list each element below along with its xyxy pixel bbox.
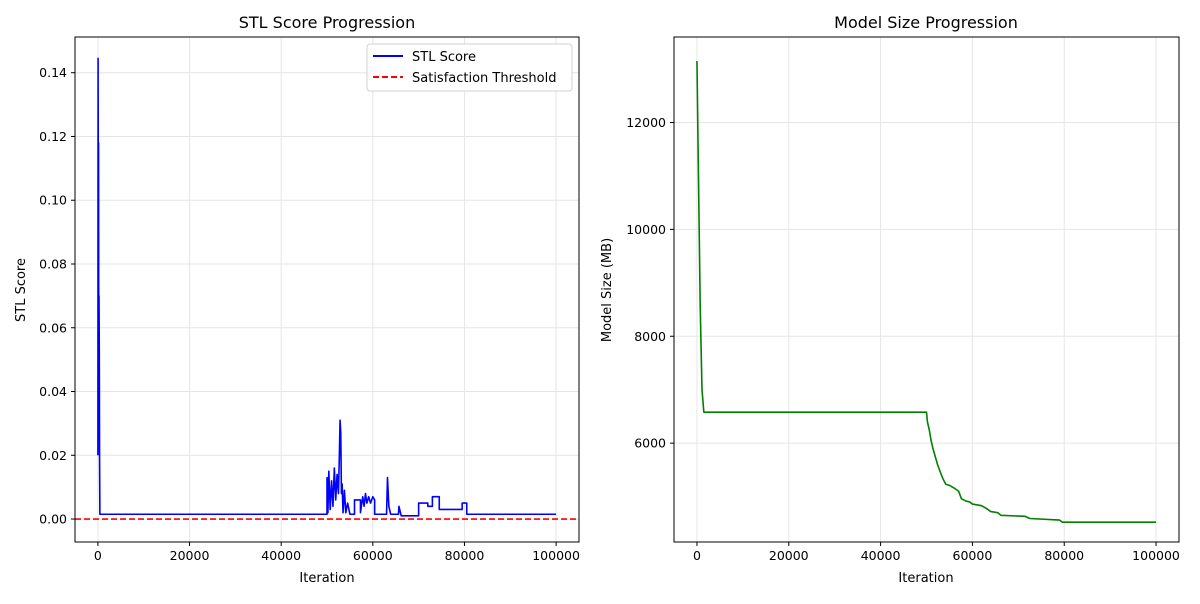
plot-area: [75, 57, 579, 520]
chart-title: STL Score Progression: [239, 13, 415, 32]
y-tick-label: 0.06: [39, 320, 67, 335]
model-size-line: [696, 61, 1157, 524]
legend-label-threshold: Satisfaction Threshold: [412, 71, 557, 86]
y-tick-label: 0.02: [39, 448, 67, 463]
y-axis-label: STL Score: [14, 258, 29, 322]
y-tick-label: 12000: [626, 115, 666, 130]
y-tick-label: 0.08: [39, 256, 67, 271]
x-tick-label: 0: [94, 548, 102, 563]
y-tick-label: 0.14: [39, 65, 67, 80]
model-size-chart: 0 20000 40000 60000 80000 100000 6000 8000 10000…: [600, 13, 1180, 586]
y-tick-label: 0.04: [39, 384, 67, 399]
y-tick-label: 0.12: [39, 129, 67, 144]
legend-box: [366, 43, 573, 92]
x-tick-label: 40000: [261, 548, 301, 563]
y-tick-label: 0.00: [39, 512, 67, 527]
grid: [75, 37, 579, 542]
legend: STL Score Satisfaction Threshold: [366, 43, 573, 92]
plot-area: [696, 61, 1157, 524]
x-tick-label: 80000: [445, 548, 485, 563]
x-tick-label: 60000: [953, 548, 993, 563]
x-tick-label: 20000: [769, 548, 809, 563]
legend-label-stl-score: STL Score: [412, 50, 476, 65]
x-tick-label: 100000: [532, 548, 580, 563]
axes-frame: [74, 36, 580, 543]
x-tick-label: 40000: [861, 548, 901, 563]
x-tick-label: 100000: [1132, 548, 1180, 563]
stl-score-line: [97, 57, 557, 517]
chart-title: Model Size Progression: [834, 13, 1018, 32]
grid: [674, 37, 1179, 542]
y-tick-label: 8000: [634, 329, 666, 344]
y-tick-label: 0.10: [39, 193, 67, 208]
x-tick-label: 20000: [170, 548, 210, 563]
ticks: 0 20000 40000 60000 80000 100000 0.00 0.02 0.04 0…: [39, 65, 580, 563]
x-axis-label: Iteration: [299, 571, 354, 586]
stl-score-chart: 0 20000 40000 60000 80000 100000 0.00 0.02 0.04 0…: [14, 13, 580, 586]
y-axis-label: Model Size (MB): [600, 238, 615, 342]
x-tick-label: 80000: [1044, 548, 1084, 563]
x-tick-label: 0: [693, 548, 701, 563]
y-tick-label: 6000: [634, 436, 666, 451]
x-tick-label: 60000: [353, 548, 393, 563]
ticks: 0 20000 40000 60000 80000 100000 6000 8000 10000…: [626, 115, 1180, 563]
x-axis-label: Iteration: [898, 571, 953, 586]
y-tick-label: 10000: [626, 222, 666, 237]
axes-frame: [673, 36, 1180, 543]
